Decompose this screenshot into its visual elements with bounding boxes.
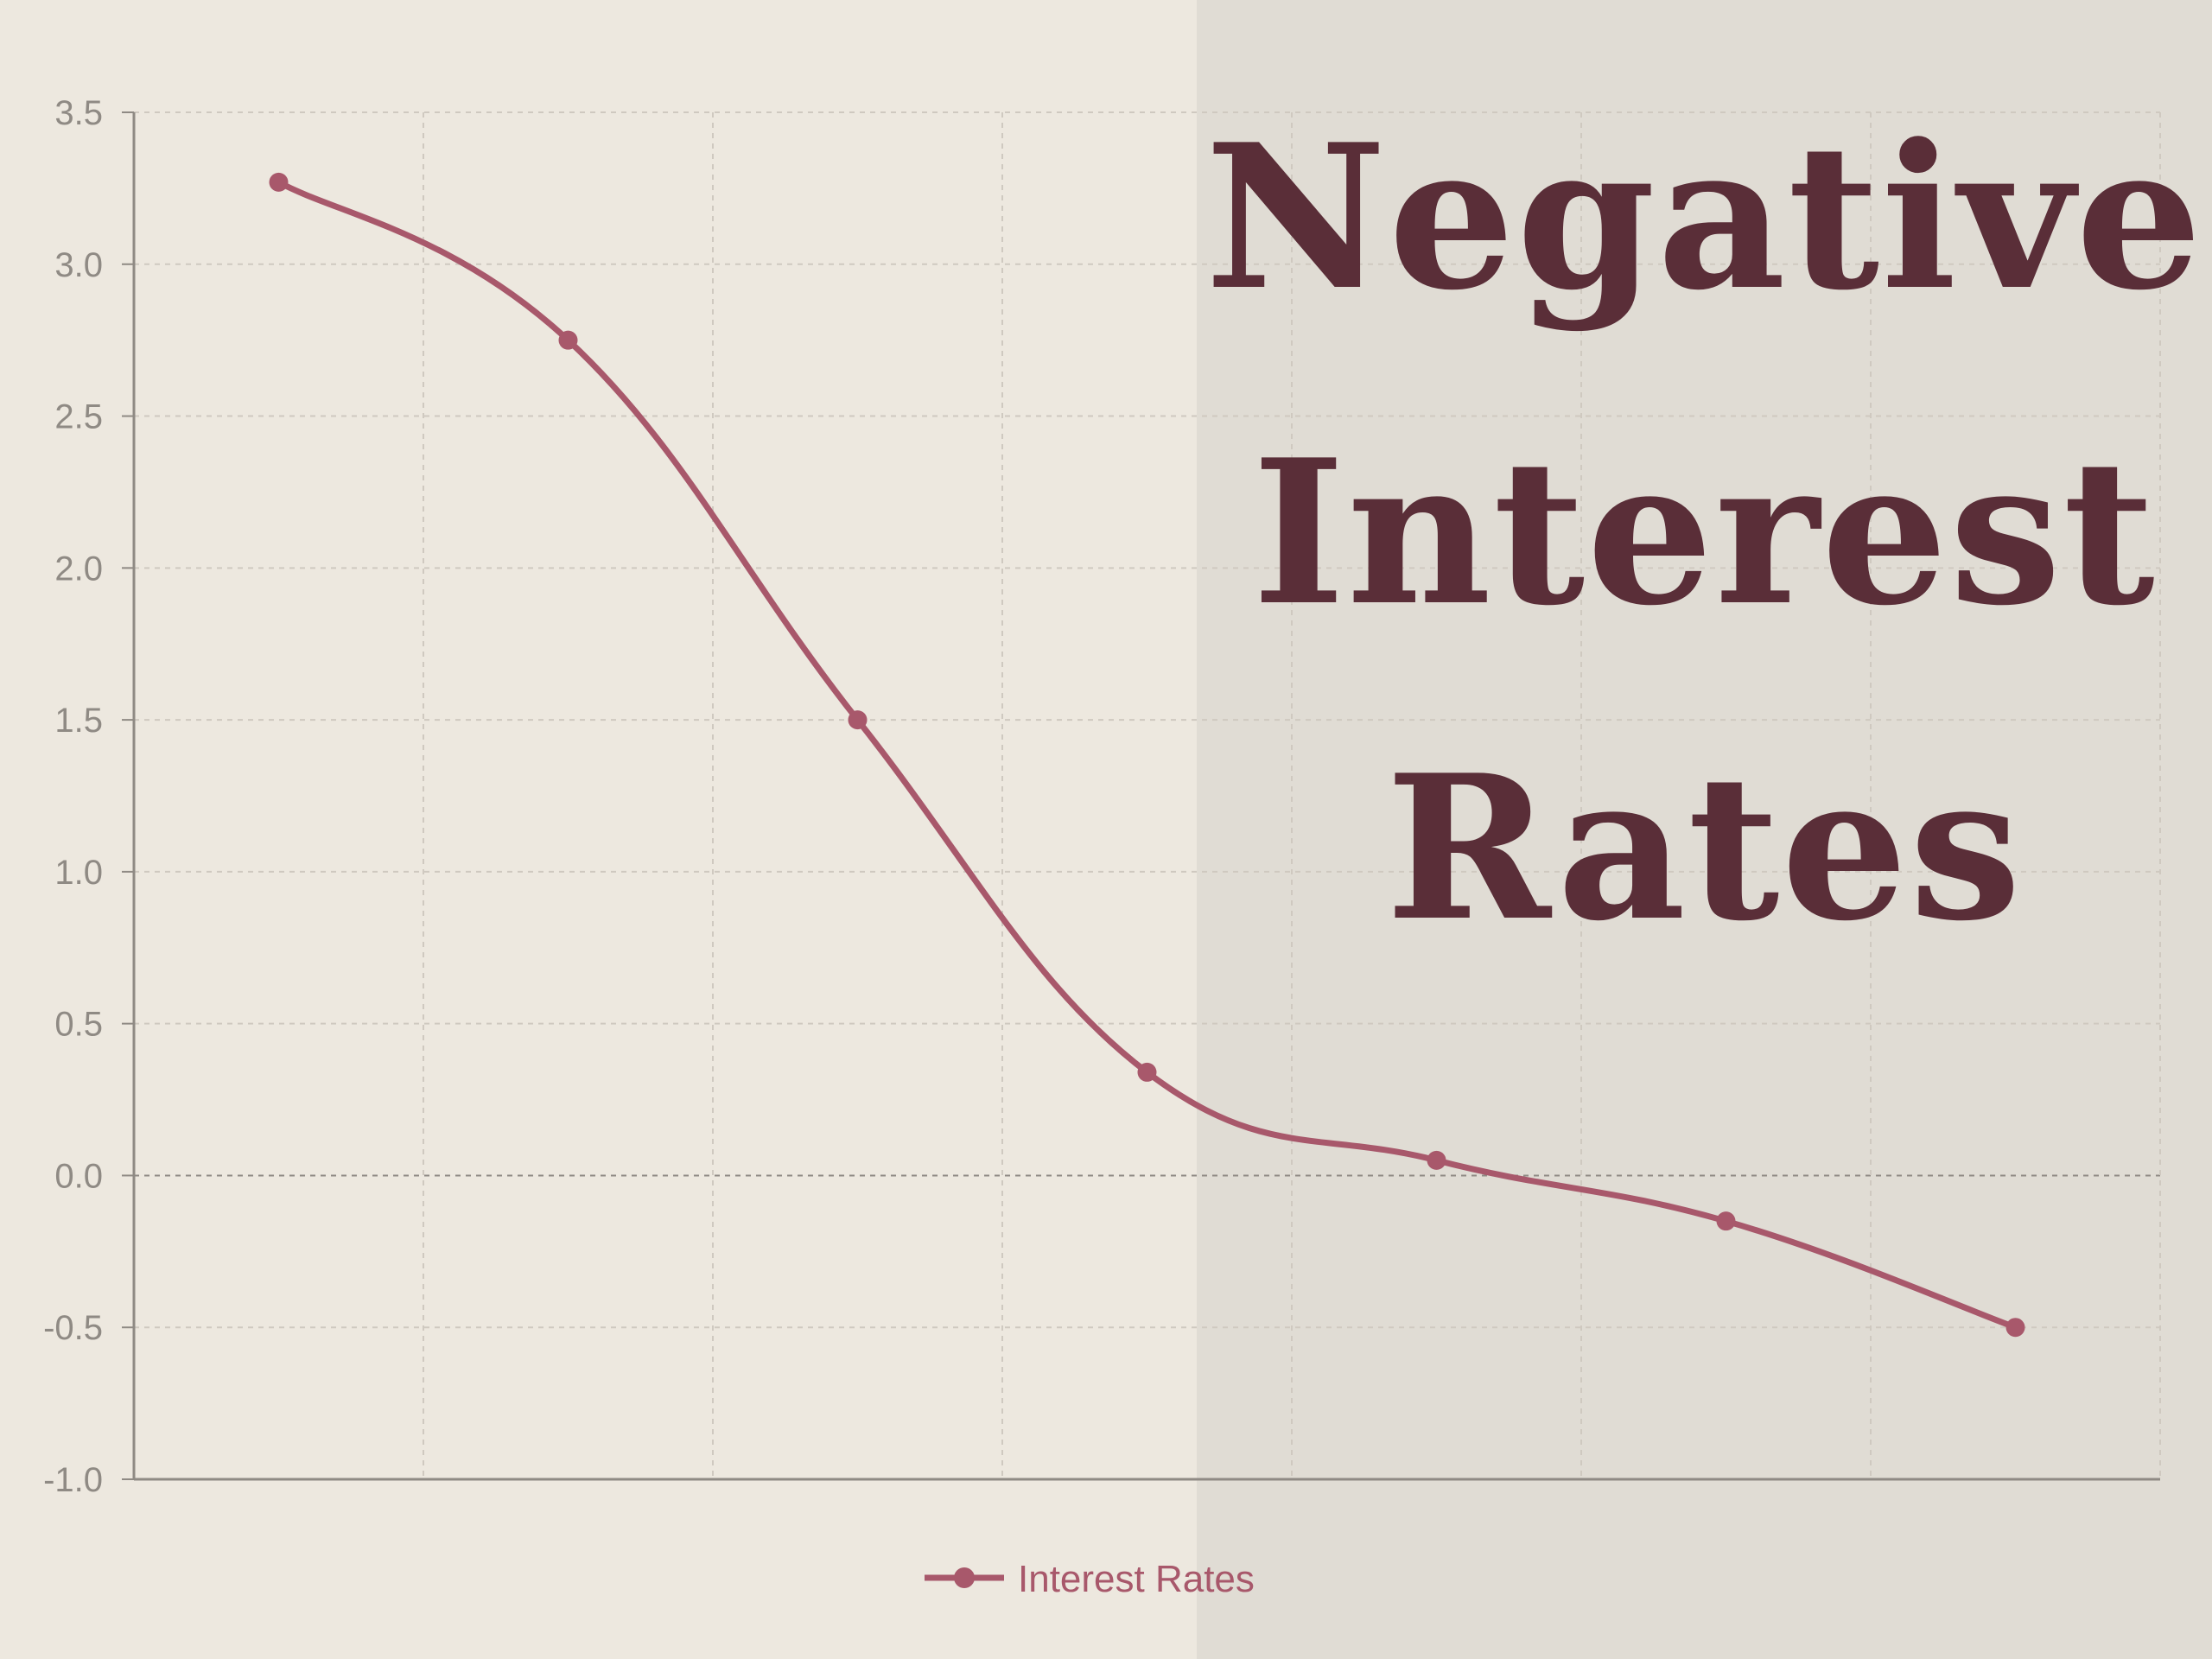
- y-tick-label: 3.5: [54, 94, 103, 132]
- y-tick-label: 0.5: [54, 1006, 103, 1044]
- data-point: [1716, 1211, 1736, 1231]
- data-point: [848, 710, 868, 730]
- y-tick-label: 1.0: [54, 854, 103, 892]
- y-tick-label: 2.5: [54, 398, 103, 436]
- title-line-1: Negative: [1205, 101, 2204, 334]
- y-tick-label: 2.0: [54, 550, 103, 588]
- data-point: [558, 330, 578, 350]
- title-line-2: Interest: [1252, 416, 2157, 650]
- y-tick-label: -1.0: [43, 1461, 103, 1499]
- data-point: [269, 172, 289, 192]
- title-panel: [1197, 0, 2212, 1659]
- data-point: [1427, 1150, 1446, 1170]
- data-point: [1137, 1062, 1157, 1082]
- y-tick-label: 0.0: [54, 1157, 103, 1195]
- y-tick-label: 1.5: [54, 702, 103, 740]
- y-tick-label: 3.0: [54, 246, 103, 284]
- legend-swatch-point: [954, 1567, 975, 1588]
- data-point: [2005, 1318, 2025, 1338]
- y-tick-label: -0.5: [43, 1309, 103, 1347]
- page-title: Negative Interest Rates: [1197, 60, 2212, 1007]
- title-line-3: Rates: [1385, 732, 2024, 965]
- legend-label: Interest Rates: [1018, 1558, 1255, 1600]
